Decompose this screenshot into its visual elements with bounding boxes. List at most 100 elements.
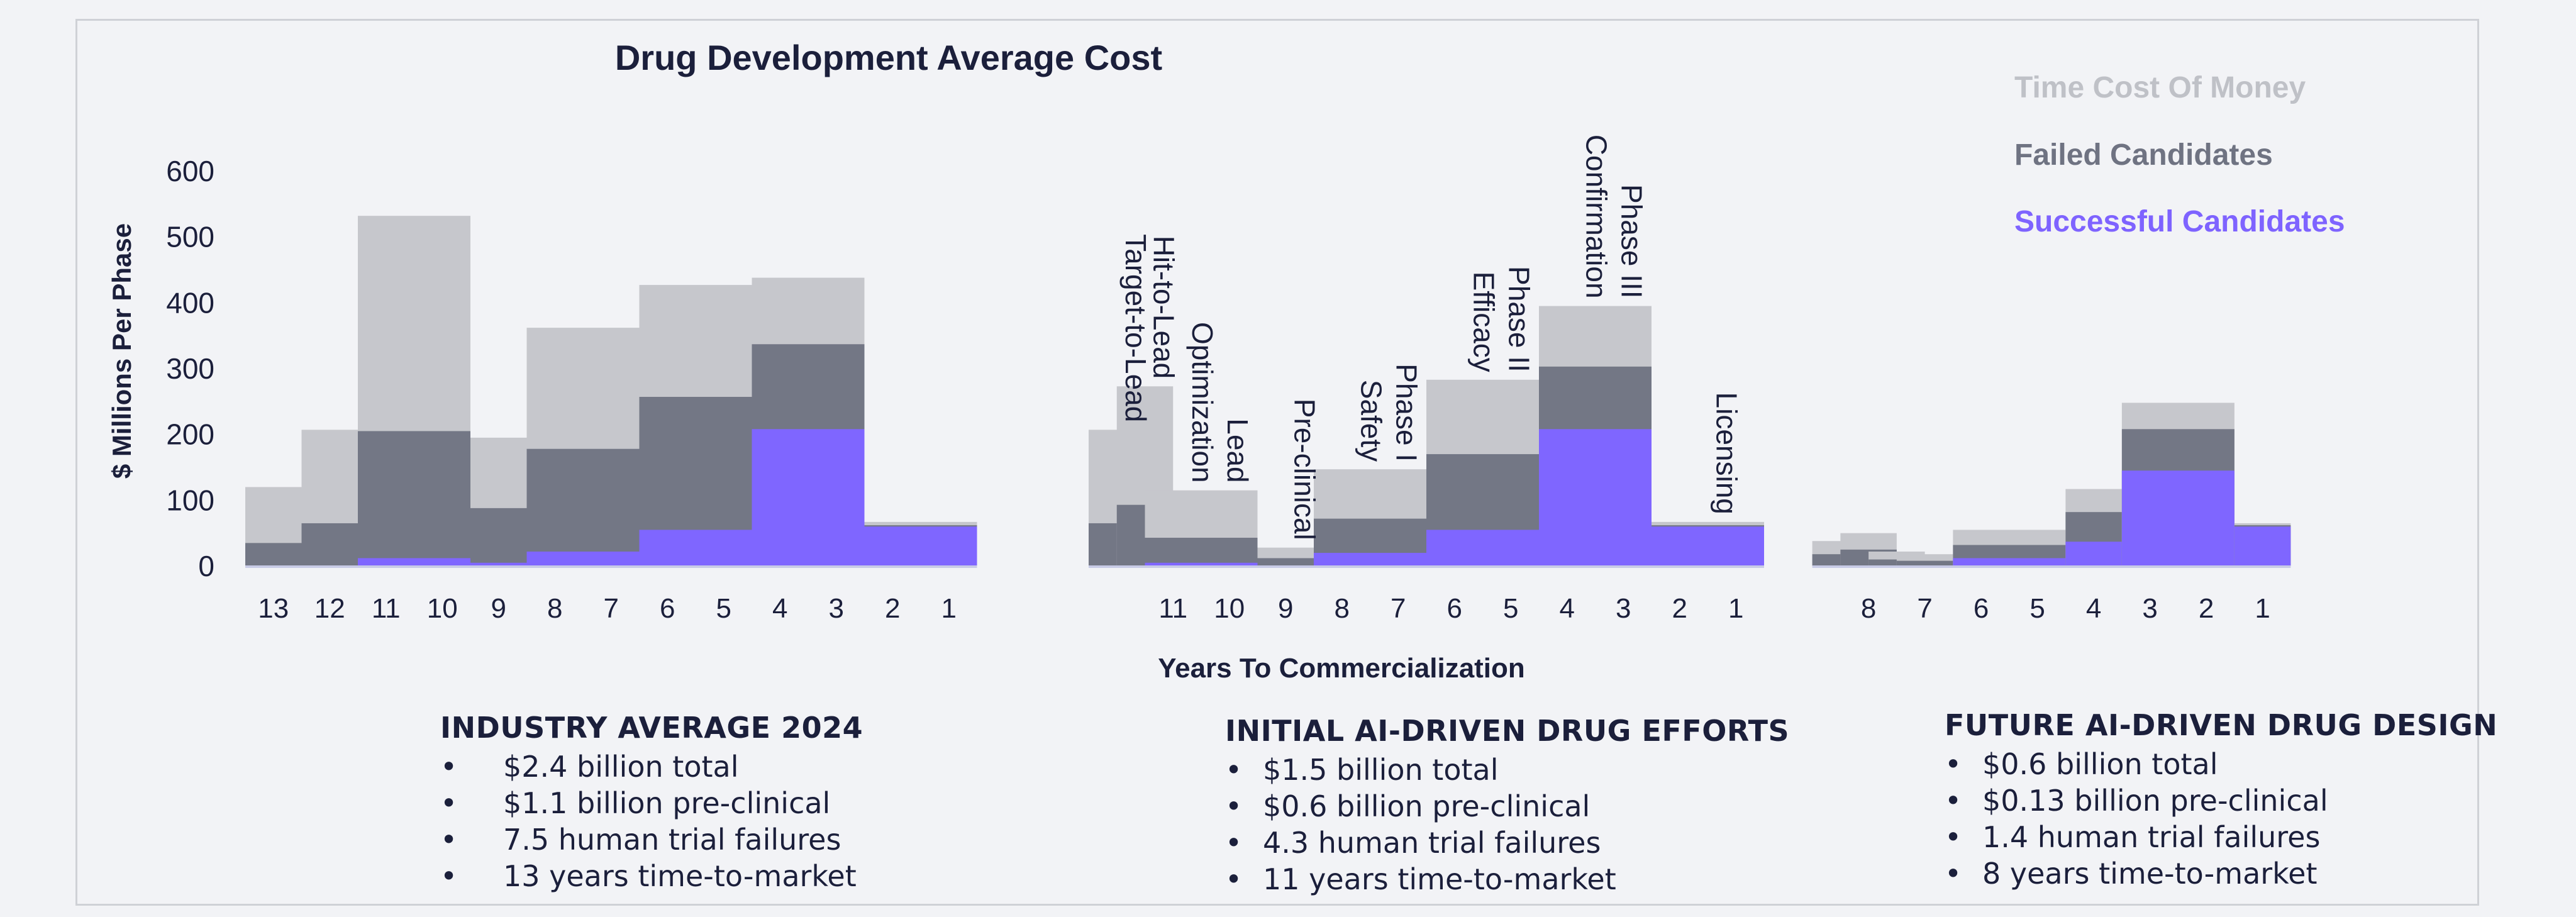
summary-initial-ai: INITIAL AI-DRIVEN DRUG EFFORTS $1.5 bill…	[1225, 713, 1789, 898]
bar-successful	[864, 526, 977, 566]
phase-label: Lead	[1221, 418, 1254, 482]
bar-stack	[301, 430, 358, 566]
bar-stack	[526, 328, 640, 566]
bar-stack	[245, 487, 302, 566]
x-tick-label: 4	[772, 593, 787, 624]
phase-label: Target-to-Lead	[1119, 234, 1152, 422]
bar-successful	[1953, 558, 2066, 566]
summary-heading: INITIAL AI-DRIVEN DRUG EFFORTS	[1225, 714, 1790, 748]
bar-stack	[2234, 523, 2291, 566]
x-tick-label: 9	[1278, 593, 1293, 624]
summary-item: 7.5 human trial failures	[440, 821, 863, 858]
summary-item: 4.3 human trial failures	[1225, 825, 1789, 861]
bar-successful	[1652, 526, 1764, 566]
phase-label: Phase III	[1616, 184, 1648, 299]
x-tick-label: 3	[829, 593, 844, 624]
x-axis-label: Years To Commercialization	[1158, 653, 1525, 684]
chart-frame	[75, 19, 2479, 906]
summary-item: $0.13 billion pre-clinical	[1945, 782, 2497, 819]
bar-stack	[1896, 554, 1953, 566]
x-tick-label: 11	[372, 593, 401, 624]
bar-successful	[2065, 542, 2122, 566]
phase-label: Optimization	[1186, 322, 1219, 483]
bar-stack	[470, 437, 527, 566]
x-tick-label: 5	[716, 593, 731, 624]
phase-label: Licensing	[1711, 392, 1743, 514]
x-tick-label: 4	[1560, 593, 1575, 624]
legend-entry: Successful Candidates	[2014, 205, 2345, 238]
x-tick-label: 2	[2199, 593, 2214, 624]
summary-item: $1.1 billion pre-clinical	[440, 785, 863, 821]
summary-item: 8 years time-to-market	[1945, 855, 2497, 892]
bar-stack	[1314, 469, 1426, 566]
bar-stack	[752, 277, 865, 566]
bar-stack	[1426, 379, 1539, 566]
summary-industry-average: INDUSTRY AVERAGE 2024 $2.4 billion total…	[440, 709, 863, 894]
bar-stack	[864, 521, 977, 566]
legend: Time Cost Of Money Failed Candidates Succe…	[2014, 71, 2345, 238]
phase-label: Pre-clinical	[1288, 399, 1321, 540]
x-tick-label: 3	[1616, 593, 1631, 624]
x-tick-label: 6	[660, 593, 675, 624]
x-tick-label: 7	[1391, 593, 1406, 624]
y-tick-label: 0	[198, 550, 214, 582]
x-tick-label: 10	[427, 593, 458, 624]
x-tick-label: 3	[2142, 593, 2157, 624]
bar-stack	[2121, 403, 2235, 566]
x-tick-label: 8	[547, 593, 562, 624]
summary-heading: FUTURE AI-DRIVEN DRUG DESIGN	[1945, 708, 2498, 742]
x-tick-label: 5	[1503, 593, 1518, 624]
bar-failed	[470, 508, 527, 566]
bar-failed	[526, 448, 640, 566]
summary-heading: INDUSTRY AVERAGE 2024	[440, 711, 863, 745]
x-tick-label: 8	[1335, 593, 1350, 624]
phase-label: Efficacy	[1468, 272, 1501, 372]
bar-failed	[1896, 560, 1953, 566]
x-tick-label: 7	[1917, 593, 1932, 624]
bar-successful	[1539, 429, 1652, 566]
bar-stack	[1953, 530, 2066, 566]
x-tick-label: 1	[941, 593, 957, 624]
x-tick-label: 10	[1214, 593, 1245, 624]
summary-future-ai: FUTURE AI-DRIVEN DRUG DESIGN $0.6 billio…	[1945, 707, 2497, 892]
y-tick-label: 400	[166, 286, 214, 319]
x-tick-label: 2	[885, 593, 900, 624]
bar-successful	[2234, 526, 2291, 566]
legend-entry: Time Cost Of Money	[2014, 71, 2306, 104]
summary-list: $2.4 billion total $1.1 billion pre-clin…	[440, 748, 863, 894]
phase-label: Phase I	[1391, 364, 1423, 462]
x-tick-label: 9	[491, 593, 506, 624]
phase-label: Confirmation	[1580, 135, 1613, 299]
bar-failed	[1145, 537, 1258, 566]
y-tick-label: 200	[166, 418, 214, 451]
chart-bars	[245, 216, 2291, 566]
legend-entry: Failed Candidates	[2014, 138, 2273, 172]
summary-item: $0.6 billion total	[1945, 746, 2497, 782]
summary-list: $0.6 billion total $0.13 billion pre-cli…	[1945, 746, 2497, 892]
x-tick-label: 6	[1974, 593, 1989, 624]
bar-successful	[1145, 562, 1258, 566]
bar-successful	[526, 551, 640, 566]
bar-successful	[2121, 470, 2235, 566]
summary-item: $2.4 billion total	[440, 748, 863, 785]
bar-stack	[1652, 521, 1764, 566]
x-tick-label: 4	[2086, 593, 2101, 624]
bar-stack	[358, 216, 470, 566]
bar-failed	[301, 523, 358, 566]
y-tick-label: 300	[166, 352, 214, 385]
summary-item: 13 years time-to-market	[440, 858, 863, 894]
bar-stack	[639, 285, 752, 566]
x-tick-label: 5	[2029, 593, 2045, 624]
y-tick-label: 500	[166, 221, 214, 253]
bar-successful	[470, 562, 527, 566]
x-axis-ticks: 13 12 11 10 9 8 7 6 5 4 3 2 1 11 10 9 8 7 6 5 4 3 2 1 8 7 6 5 4 3 2 1	[258, 593, 2270, 624]
bar-failed	[1257, 558, 1314, 566]
bar-failed	[358, 431, 470, 566]
bar-successful	[1426, 530, 1539, 566]
y-axis-ticks: 0 100 200 300 400 500 600	[166, 155, 214, 582]
summary-item: 1.4 human trial failures	[1945, 819, 2497, 855]
x-tick-label: 1	[1728, 593, 1743, 624]
x-tick-label: 7	[604, 593, 619, 624]
